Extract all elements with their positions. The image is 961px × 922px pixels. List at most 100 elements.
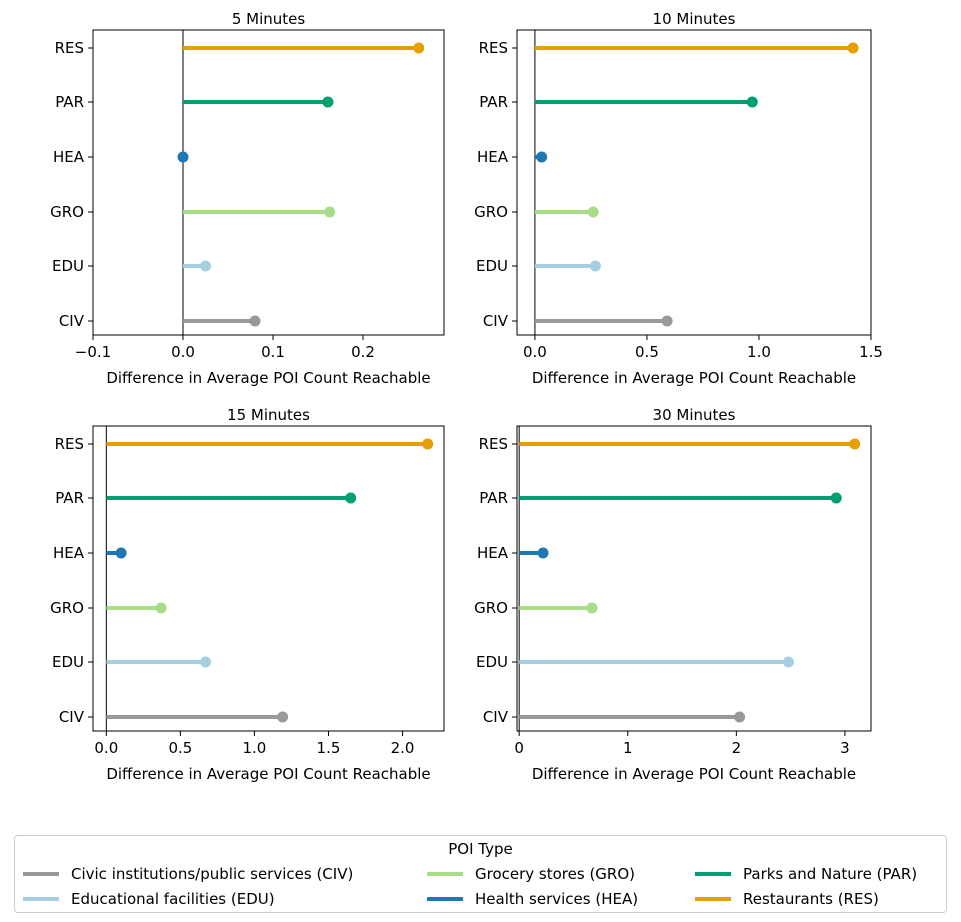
legend-item-hea: Health services (HEA): [427, 890, 638, 908]
panel1-axes: 5 Minutes RES PAR HEA GRO EDU CIV −0.1 0.0 0.1 0.2…: [50, 10, 445, 387]
panel2-xlabel: Difference in Average POI Count Reachabl…: [532, 369, 856, 387]
panel2-point-gro: [587, 206, 599, 218]
panel2-xtick-label-3: 1.5: [859, 343, 883, 361]
panel1-ytick-label-edu: EDU: [52, 257, 84, 275]
panel2-axes: 10 Minutes RES PAR HEA GRO EDU CIV 0.0 0.5 1.0 1.5…: [474, 10, 883, 387]
legend-item-par: Parks and Nature (PAR): [695, 865, 917, 883]
panel2-frame: [516, 29, 872, 336]
panel4-frame: [516, 425, 872, 732]
panel4-xtick-label-3: 3: [840, 739, 850, 757]
panel3-xlabel: Difference in Average POI Count Reachabl…: [106, 765, 430, 783]
panel3-point-edu: [200, 656, 212, 668]
panel3-point-civ: [277, 711, 289, 723]
panel2-ytick-label-hea: HEA: [477, 148, 509, 166]
panel2-xtick-label-2: 1.0: [747, 343, 771, 361]
panel3-point-hea: [115, 547, 127, 559]
legend-title: POI Type: [448, 840, 513, 858]
panel1-point-gro: [324, 206, 336, 218]
legend-label-edu: Educational facilities (EDU): [71, 890, 275, 908]
panel1-ytick-label-hea: HEA: [53, 148, 85, 166]
panel4-ytick-label-edu: EDU: [476, 653, 508, 671]
panel4-ytick-label-hea: HEA: [477, 544, 509, 562]
legend-label-par: Parks and Nature (PAR): [743, 865, 918, 883]
panel4-title: 30 Minutes: [653, 406, 736, 424]
panel1-point-edu: [200, 260, 211, 272]
panel2-title: 10 Minutes: [653, 10, 736, 28]
panel1-point-par: [322, 96, 334, 108]
panel3-point-par: [345, 492, 357, 504]
panel1-frame: [92, 29, 445, 336]
panel2-ytick-label-civ: CIV: [483, 312, 509, 330]
panel2-xtick-label-1: 0.5: [635, 343, 659, 361]
legend-item-gro: Grocery stores (GRO): [427, 865, 635, 883]
panel3-ytick-label-civ: CIV: [59, 708, 85, 726]
panel4-point-res: [849, 438, 861, 450]
panel1-ytick-label-res: RES: [55, 39, 84, 57]
panel3-ytick-label-edu: EDU: [52, 653, 84, 671]
legend-swatch-civ: [23, 872, 59, 876]
panel1-point-hea: [177, 151, 189, 163]
panel4-point-civ: [734, 711, 746, 723]
legend-swatch-hea: [427, 897, 463, 901]
panel2-ytick-label-par: PAR: [479, 93, 508, 111]
panel1-xlabel: Difference in Average POI Count Reachabl…: [106, 369, 430, 387]
panel4-point-par: [830, 492, 842, 504]
panel2-point-edu: [589, 260, 601, 272]
panel3-point-res: [422, 438, 434, 450]
panel4-xtick-label-0: 0: [514, 739, 524, 757]
panel1-ytick-label-par: PAR: [55, 93, 84, 111]
panel3-ytick-label-par: PAR: [55, 489, 84, 507]
panel1-xtick-label-2: 0.1: [261, 343, 285, 361]
panel4-ytick-label-civ: CIV: [483, 708, 509, 726]
panel1-xtick-label-3: 0.2: [351, 343, 375, 361]
panel3-xtick-label-4: 2.0: [391, 739, 415, 757]
panel3-xtick-label-2: 1.0: [243, 739, 267, 757]
panel1-point-civ: [249, 315, 261, 327]
panel2-ytick-label-edu: EDU: [476, 257, 508, 275]
panel2-ytick-label-res: RES: [479, 39, 508, 57]
legend-label-civ: Civic institutions/public services (CIV): [71, 865, 354, 883]
panel4-xtick-label-1: 1: [623, 739, 633, 757]
legend: POI Type Civic institutions/public servi…: [14, 835, 947, 913]
panel1-title: 5 Minutes: [232, 10, 306, 28]
panel1-point-res: [413, 42, 425, 54]
panel3-xtick-label-0: 0.0: [94, 739, 118, 757]
panel3-frame: [92, 425, 445, 732]
legend-item-civ: Civic institutions/public services (CIV): [23, 865, 353, 883]
panel3-ytick-label-gro: GRO: [50, 599, 84, 617]
panel1-ytick-label-civ: CIV: [59, 312, 85, 330]
panel3-xtick-label-3: 1.5: [317, 739, 341, 757]
legend-item-res: Restaurants (RES): [695, 890, 879, 908]
legend-item-edu: Educational facilities (EDU): [23, 890, 275, 908]
panel4-ytick-label-gro: GRO: [474, 599, 508, 617]
panel2-xtick-label-0: 0.0: [523, 343, 547, 361]
chart-figure: 5 Minutes RES PAR HEA GRO EDU CIV −0.1 0.0 0.1 0.2…: [50, 10, 883, 783]
panel4-point-gro: [586, 602, 598, 614]
panel2-point-civ: [661, 315, 673, 327]
panel4-point-hea: [537, 547, 549, 559]
panel3-xtick-label-1: 0.5: [168, 739, 192, 757]
panel4-axes: 30 Minutes RES PAR HEA GRO EDU CIV 0 1 2 3 Differen…: [474, 406, 872, 783]
panel4-xlabel: Difference in Average POI Count Reachabl…: [532, 765, 856, 783]
panel2-ytick-label-gro: GRO: [474, 203, 508, 221]
panel3-point-gro: [155, 602, 167, 614]
legend-swatch-edu: [23, 897, 59, 901]
panel4-point-edu: [782, 656, 794, 668]
legend-label-hea: Health services (HEA): [475, 890, 639, 908]
panel1-ytick-label-gro: GRO: [50, 203, 84, 221]
panel3-ytick-label-res: RES: [55, 435, 84, 453]
panel4-xtick-label-2: 2: [732, 739, 742, 757]
panel4-ytick-label-res: RES: [479, 435, 508, 453]
legend-swatch-res: [695, 897, 731, 901]
panel3-title: 15 Minutes: [227, 406, 310, 424]
panel2-point-res: [847, 42, 859, 54]
panel1-xtick-label-0: −0.1: [75, 343, 111, 361]
legend-label-res: Restaurants (RES): [743, 890, 879, 908]
panel4-ytick-label-par: PAR: [479, 489, 508, 507]
legend-swatch-par: [695, 872, 731, 876]
panel1-xtick-label-1: 0.0: [171, 343, 195, 361]
panel3-axes: 15 Minutes RES PAR HEA GRO EDU CIV 0.0 0.5 1.0 1.5…: [50, 406, 445, 783]
panel2-point-par: [746, 96, 758, 108]
panel2-point-hea: [536, 151, 548, 163]
legend-swatch-gro: [427, 872, 463, 876]
